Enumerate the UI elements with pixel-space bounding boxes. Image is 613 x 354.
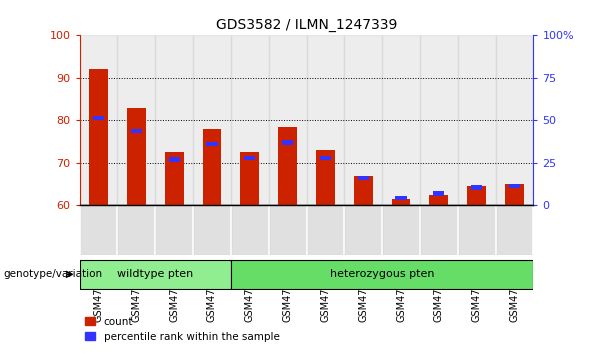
Bar (131, 129, 142, 133)
Bar (244, 156, 256, 160)
Bar (240, 152, 259, 205)
Bar (193, 205, 231, 255)
Bar (509, 184, 520, 188)
Bar (357, 176, 369, 180)
Bar (471, 185, 482, 190)
Bar (354, 176, 373, 205)
Bar (231, 260, 533, 289)
Bar (202, 129, 221, 205)
Bar (80, 35, 118, 205)
Bar (495, 205, 533, 255)
Bar (155, 205, 193, 255)
Bar (433, 191, 444, 195)
Bar (169, 157, 180, 161)
Bar (231, 205, 268, 255)
Bar (382, 205, 420, 255)
Bar (278, 127, 297, 205)
Bar (118, 205, 155, 255)
Bar (268, 35, 306, 205)
Bar (505, 184, 524, 205)
Text: wildtype pten: wildtype pten (117, 269, 194, 279)
Bar (458, 35, 495, 205)
Bar (420, 35, 458, 205)
Bar (89, 69, 108, 205)
Bar (193, 35, 231, 205)
Bar (207, 142, 218, 146)
Bar (345, 205, 382, 255)
Bar (458, 205, 495, 255)
Bar (231, 35, 268, 205)
Bar (392, 199, 411, 205)
Bar (165, 152, 184, 205)
Legend: count, percentile rank within the sample: count, percentile rank within the sample (85, 316, 280, 342)
Bar (495, 35, 533, 205)
Bar (395, 195, 406, 200)
Bar (429, 195, 448, 205)
Bar (467, 186, 486, 205)
Bar (268, 205, 306, 255)
Bar (80, 205, 118, 255)
Title: GDS3582 / ILMN_1247339: GDS3582 / ILMN_1247339 (216, 18, 397, 32)
Bar (320, 156, 331, 160)
Bar (282, 140, 293, 144)
Bar (80, 260, 231, 289)
Bar (93, 116, 104, 120)
Text: genotype/variation: genotype/variation (3, 269, 102, 279)
Bar (155, 35, 193, 205)
Text: heterozygous pten: heterozygous pten (330, 269, 435, 279)
Bar (306, 35, 345, 205)
Bar (306, 205, 345, 255)
Bar (420, 205, 458, 255)
Bar (316, 150, 335, 205)
Bar (345, 35, 382, 205)
Bar (127, 108, 146, 205)
Bar (382, 35, 420, 205)
Bar (118, 35, 155, 205)
